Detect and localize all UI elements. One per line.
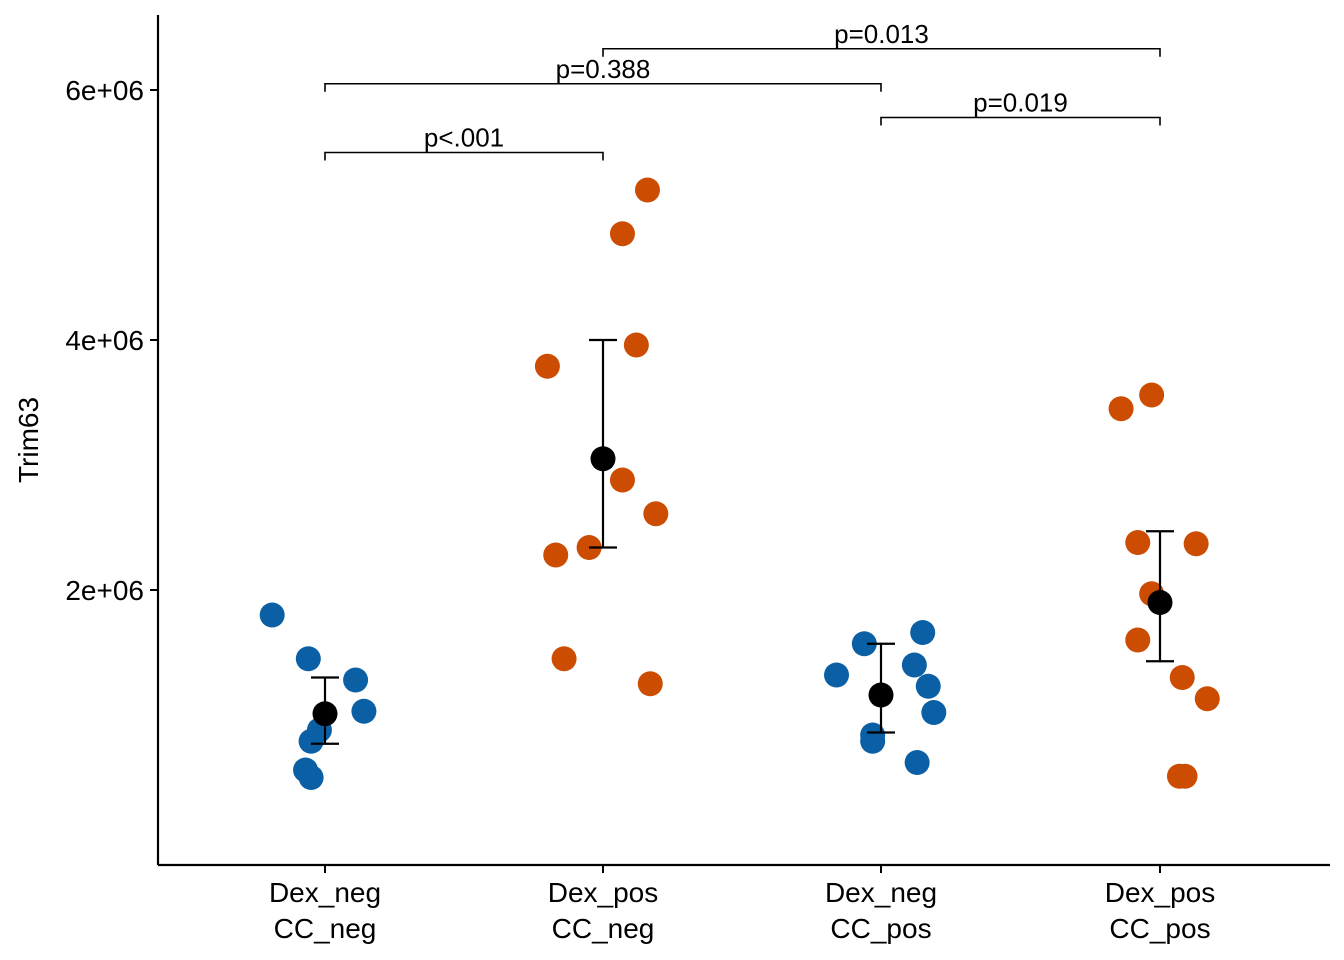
x-tick-label: CC_pos (1109, 913, 1210, 944)
data-point (1169, 665, 1195, 690)
data-point (901, 652, 927, 678)
mean-point (590, 446, 616, 472)
x-tick-label: Dex_neg (269, 877, 381, 908)
data-point (915, 673, 941, 699)
data-point (1125, 627, 1151, 653)
data-point (259, 602, 285, 628)
x-tick-label: Dex_pos (1105, 877, 1216, 908)
significance-bracket (602, 47, 1161, 57)
x-tick-label: CC_pos (830, 913, 931, 944)
p-value-label: p=0.013 (834, 19, 929, 49)
mean-error-bars (311, 338, 1174, 745)
x-tick-label: CC_neg (274, 913, 377, 944)
mean-point (868, 682, 894, 708)
data-point (643, 501, 669, 527)
axes: 2e+06 4e+06 6e+06 Dex_neg CC_neg Dex_pos CC_ne… (65, 15, 1330, 944)
x-tick-label: CC_neg (552, 913, 655, 944)
x-tick-label: Dex_neg (825, 877, 937, 908)
data-point (637, 671, 663, 697)
data-point (851, 631, 877, 657)
y-tick-label: 6e+06 (65, 75, 144, 106)
data-point (1125, 530, 1151, 555)
data-point (609, 467, 635, 493)
data-point (298, 765, 324, 790)
data-point (921, 700, 947, 725)
y-tick-label: 4e+06 (65, 325, 144, 356)
data-point (860, 728, 886, 754)
data-point (1108, 396, 1134, 422)
p-value-label: p<.001 (424, 123, 504, 153)
significance-brackets: p<.001 p=0.388 p=0.019 p=0.013 (324, 19, 1161, 161)
data-point (623, 332, 649, 358)
data-points (259, 177, 1220, 790)
significance-bracket (880, 116, 1161, 126)
data-point (910, 620, 936, 645)
data-point (1172, 763, 1198, 789)
data-point (1183, 531, 1209, 557)
p-value-label: p=0.388 (556, 54, 651, 84)
mean-point (312, 701, 338, 727)
significance-bracket (324, 82, 882, 92)
data-point (904, 750, 930, 775)
data-point (1194, 686, 1220, 712)
y-tick-label: 2e+06 (65, 575, 144, 606)
y-axis-title: Trim63 (13, 397, 44, 483)
mean-point (1147, 590, 1173, 615)
data-point (824, 662, 850, 688)
x-tick-label: Dex_pos (548, 877, 659, 908)
data-point (609, 221, 635, 247)
data-point (551, 646, 577, 672)
significance-bracket (324, 151, 604, 161)
data-point (351, 698, 377, 724)
p-value-label: p=0.019 (973, 88, 1068, 118)
data-point (543, 542, 569, 568)
data-point (343, 667, 369, 693)
data-point (634, 177, 660, 203)
data-point (534, 353, 560, 379)
data-point (1139, 382, 1165, 408)
data-point (295, 646, 321, 672)
